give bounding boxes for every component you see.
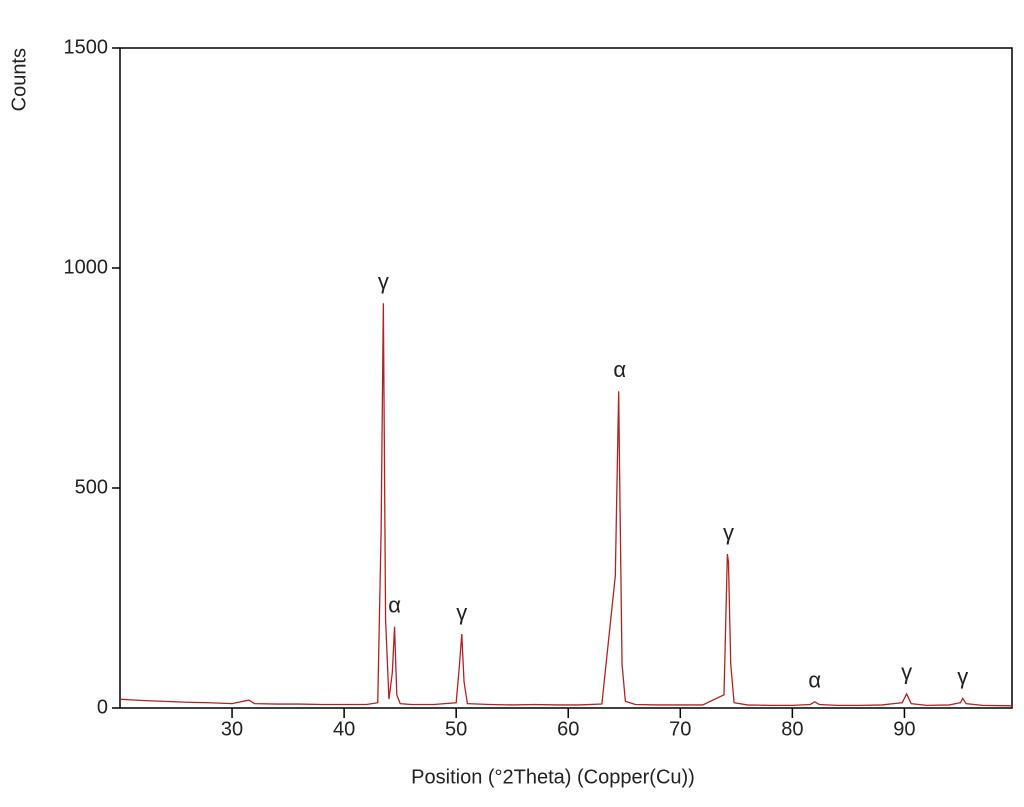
x-tick-label: 80 bbox=[781, 718, 803, 740]
x-tick-label: 70 bbox=[669, 718, 691, 740]
peak-annotation: γ bbox=[456, 600, 467, 625]
peak-annotation: α bbox=[613, 357, 626, 382]
x-tick-label: 90 bbox=[893, 718, 915, 740]
peak-annotation: γ bbox=[378, 269, 389, 294]
y-tick-label: 1500 bbox=[64, 36, 109, 58]
y-tick-label: 0 bbox=[97, 696, 108, 718]
x-tick-label: 50 bbox=[445, 718, 467, 740]
x-axis-label: Position (°2Theta) (Copper(Cu)) bbox=[411, 766, 695, 788]
peak-annotation: γ bbox=[957, 664, 968, 689]
peak-annotation: α bbox=[388, 592, 401, 617]
data-line bbox=[119, 303, 1013, 707]
peak-annotation: γ bbox=[901, 660, 912, 685]
peak-annotation: γ bbox=[723, 520, 734, 545]
x-tick-label: 40 bbox=[333, 718, 355, 740]
peak-annotation: α bbox=[808, 668, 821, 693]
y-tick-label: 500 bbox=[75, 476, 108, 498]
y-tick-label: 1000 bbox=[64, 256, 109, 278]
plot-frame bbox=[119, 47, 1013, 709]
x-tick-label: 30 bbox=[221, 718, 243, 740]
x-tick-label: 60 bbox=[557, 718, 579, 740]
y-axis-label: Counts bbox=[8, 48, 30, 111]
